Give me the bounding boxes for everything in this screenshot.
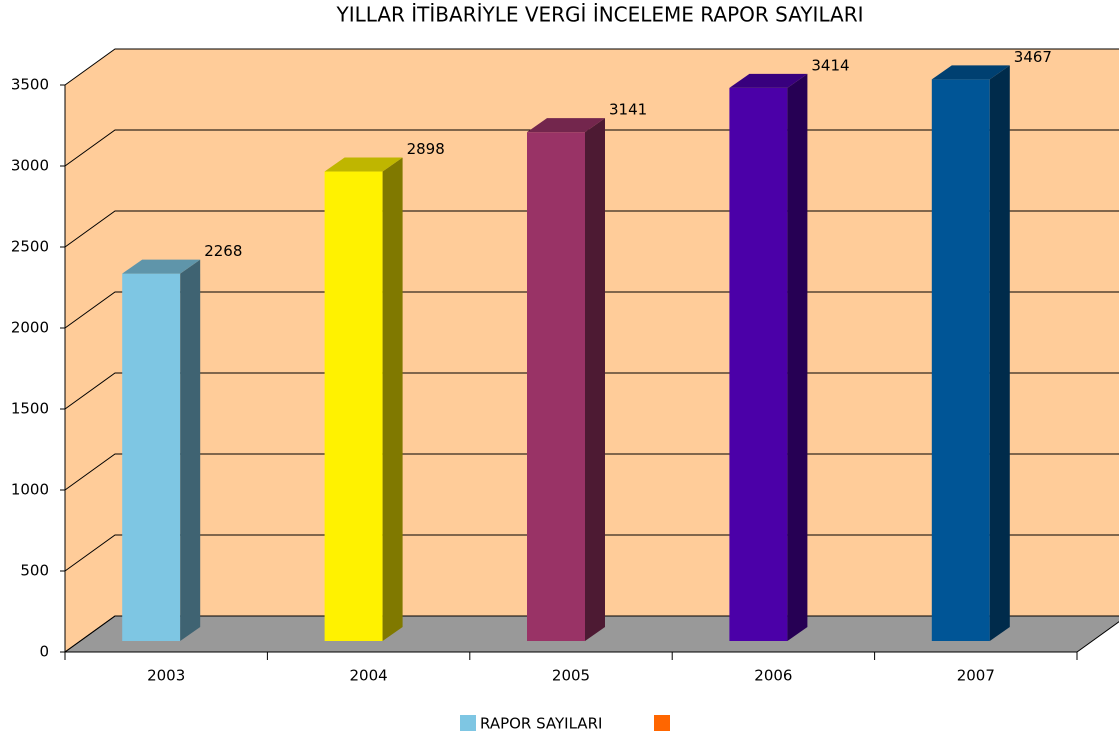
bar-side [989, 65, 1010, 641]
data-label: 2898 [407, 140, 445, 158]
data-label: 3141 [609, 101, 647, 119]
x-tick-label: 2006 [754, 667, 792, 685]
data-label: 3467 [1014, 48, 1052, 66]
grid-line [64, 48, 1119, 86]
bar [931, 79, 990, 641]
bar [729, 87, 788, 641]
bar-side [180, 259, 201, 641]
y-tick-label: 2500 [11, 238, 49, 256]
bar-side [787, 73, 808, 641]
x-tick-label: 2007 [957, 667, 995, 685]
y-tick-label: 2000 [11, 319, 49, 337]
y-tick-label: 3500 [11, 76, 49, 94]
bar-top [122, 259, 201, 274]
legend-swatch [460, 715, 476, 731]
legend-swatch [654, 715, 670, 731]
bar-top [729, 73, 808, 88]
bar-top [527, 118, 605, 133]
data-label: 2268 [204, 242, 242, 260]
back-wall [65, 49, 115, 652]
y-tick-label: 3000 [11, 157, 49, 175]
bar [324, 171, 383, 642]
x-tick-label: 2003 [147, 667, 185, 685]
bar-side [585, 118, 605, 641]
y-tick-label: 1000 [11, 481, 49, 499]
x-tick-label: 2004 [350, 667, 388, 685]
bar-top [931, 65, 1010, 80]
x-tick-label: 2005 [552, 667, 590, 685]
bar [122, 273, 181, 641]
y-tick-label: 1500 [11, 400, 49, 418]
bar [527, 132, 585, 641]
chart-title: YILLAR İTİBARİYLE VERGİ İNCELEME RAPOR S… [335, 3, 863, 27]
data-label: 3414 [811, 56, 849, 74]
bar-top [324, 157, 403, 172]
bar-side [382, 157, 403, 642]
legend-label: RAPOR SAYILARI [480, 715, 602, 733]
y-tick-label: 0 [39, 643, 49, 661]
legend: RAPOR SAYILARI [460, 715, 670, 733]
y-tick-label: 500 [20, 562, 49, 580]
